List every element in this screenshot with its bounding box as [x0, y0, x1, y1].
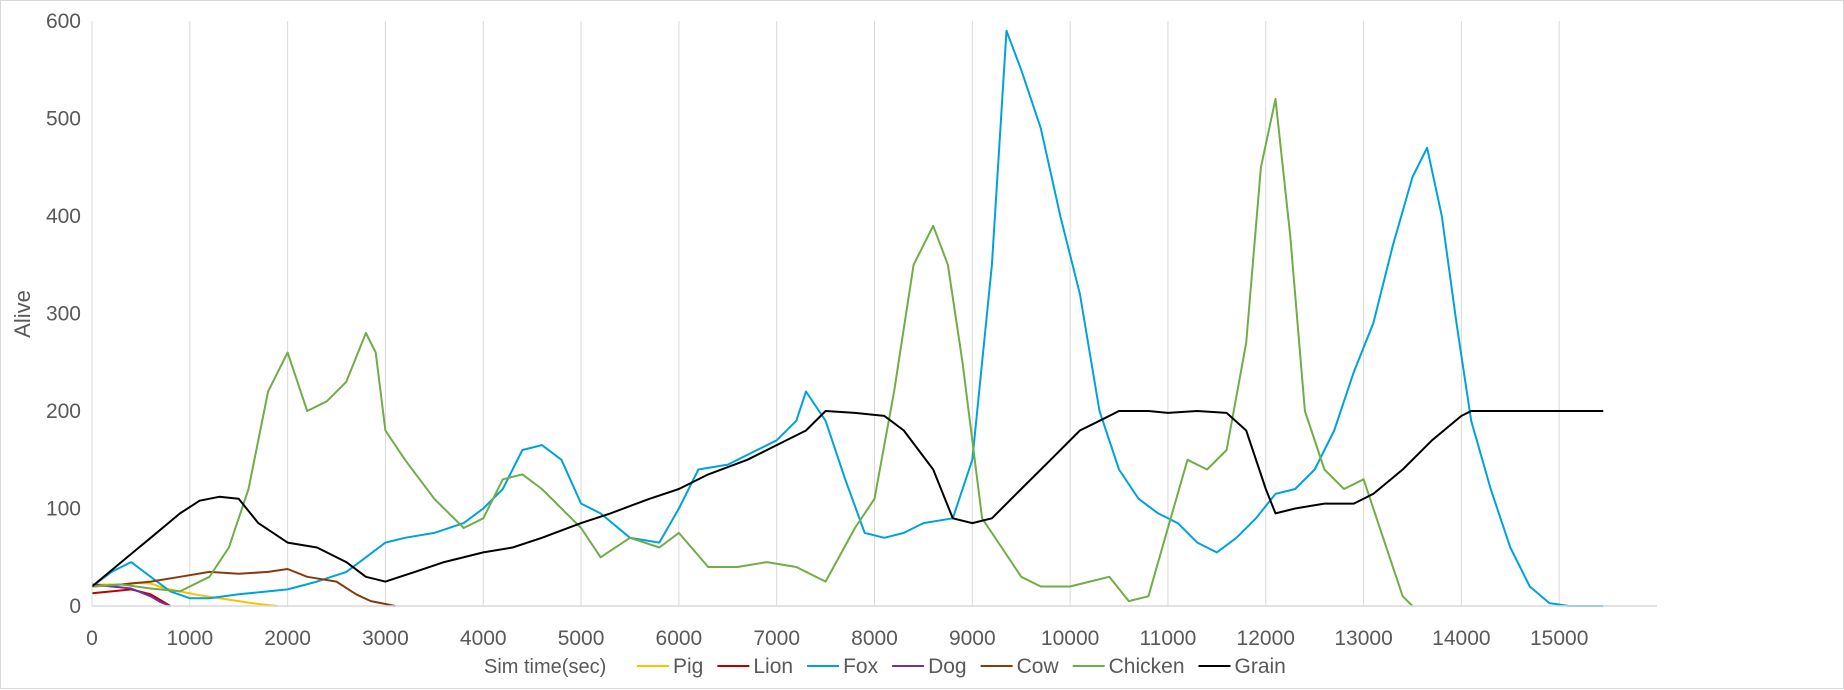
- y-tick-label: 600: [46, 10, 81, 33]
- y-tick-label: 300: [46, 303, 81, 326]
- x-tick-label: 10000: [1041, 627, 1099, 650]
- y-tick-labels: 0 100 200 300 400 500 600: [46, 10, 81, 618]
- x-tick-label: 5000: [558, 627, 605, 650]
- legend-label-fox: Fox: [843, 655, 879, 678]
- x-axis-title: Sim time(sec): [484, 656, 606, 678]
- x-tick-labels: 0 1000 2000 3000 4000 5000 6000 7000 8000 9000 100…: [86, 627, 1588, 650]
- legend-label-pig: Pig: [673, 655, 703, 678]
- legend-label-cow: Cow: [1017, 655, 1060, 678]
- y-tick-label: 0: [69, 595, 81, 618]
- legend-label-dog: Dog: [928, 655, 967, 678]
- x-tick-label: 0: [86, 627, 98, 650]
- legend-label-grain: Grain: [1235, 655, 1286, 678]
- y-tick-label: 500: [46, 108, 81, 131]
- y-tick-label: 200: [46, 400, 81, 423]
- x-tick-label: 7000: [753, 627, 800, 650]
- x-tick-label: 4000: [460, 627, 507, 650]
- series-line-lion: [91, 588, 171, 607]
- y-axis-title: Alive: [10, 290, 35, 338]
- series-line-dog: [91, 583, 171, 607]
- x-tick-label: 14000: [1432, 627, 1490, 650]
- x-tick-label: 2000: [264, 627, 311, 650]
- legend: Sim time(sec) Pig Lion Fox Dog Cow Chicken Gra…: [484, 655, 1286, 678]
- x-tick-label: 3000: [362, 627, 409, 650]
- axes: [91, 21, 1657, 607]
- series-line-chicken: [91, 98, 1414, 607]
- gridlines: [189, 21, 1560, 606]
- series-line-grain: [91, 410, 1604, 588]
- x-tick-label: 6000: [656, 627, 703, 650]
- series-line-pig: [92, 581, 278, 607]
- y-tick-label: 400: [46, 205, 81, 228]
- y-tick-label: 100: [46, 498, 81, 521]
- legend-label-lion: Lion: [753, 655, 793, 678]
- x-tick-label: 15000: [1530, 627, 1588, 650]
- x-tick-label: 1000: [166, 627, 213, 650]
- x-tick-label: 11000: [1140, 627, 1197, 650]
- x-tick-label: 13000: [1334, 627, 1392, 650]
- x-tick-label: 9000: [949, 627, 996, 650]
- legend-label-chicken: Chicken: [1109, 655, 1185, 678]
- series-lines: [91, 29, 1604, 607]
- x-tick-label: 8000: [851, 627, 898, 650]
- x-tick-label: 12000: [1237, 627, 1295, 650]
- series-line-fox: [91, 29, 1604, 607]
- series-line-cow: [91, 568, 396, 607]
